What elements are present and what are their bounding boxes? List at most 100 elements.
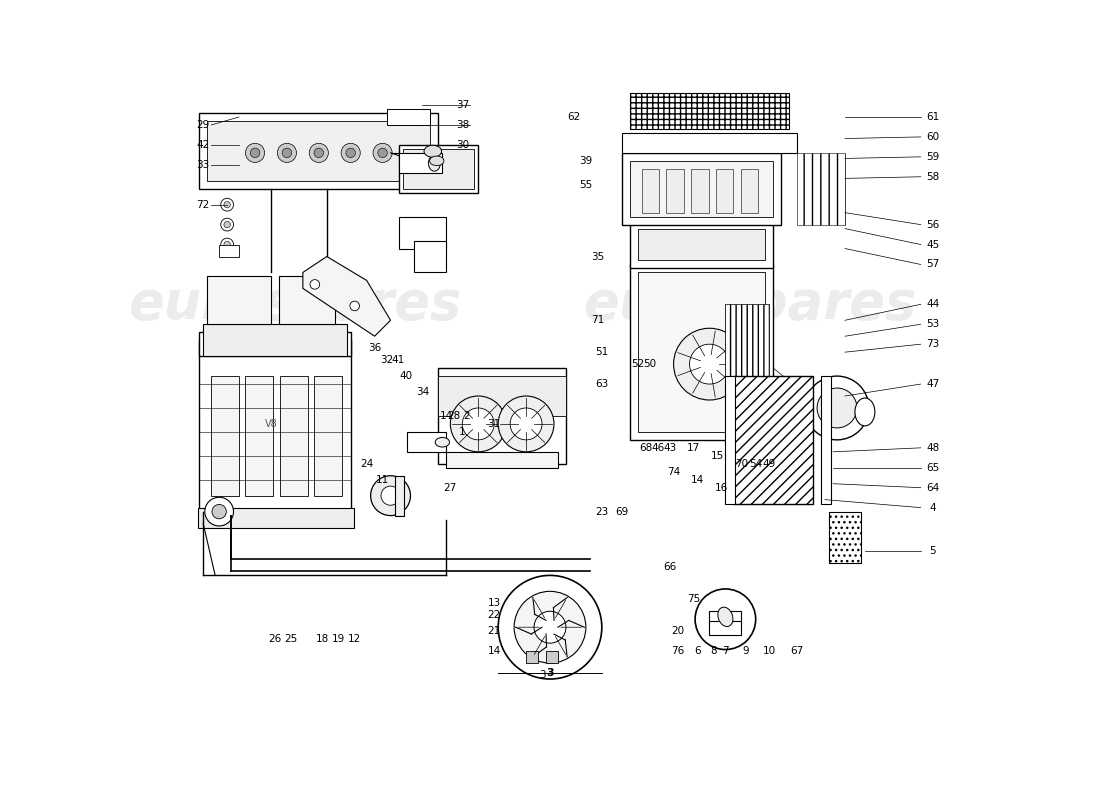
Text: 10: 10 [762, 646, 776, 656]
Text: 3: 3 [547, 668, 553, 678]
Text: 11: 11 [376, 474, 389, 485]
Bar [219, 245, 239, 257]
Bar [398, 217, 447, 249]
Bar [211, 376, 239, 496]
Text: 66: 66 [663, 562, 676, 573]
Ellipse shape [428, 155, 440, 171]
Text: 26: 26 [268, 634, 282, 644]
Bar [629, 93, 789, 129]
Bar [667, 169, 684, 213]
Circle shape [341, 143, 361, 162]
Text: 51: 51 [595, 347, 608, 357]
Circle shape [314, 148, 323, 158]
Text: eurospares: eurospares [583, 278, 916, 330]
Text: 8: 8 [711, 646, 717, 656]
Bar [439, 376, 565, 416]
Bar [279, 277, 334, 324]
Text: 16: 16 [715, 482, 728, 493]
Bar [526, 651, 538, 663]
Bar [829, 512, 861, 563]
Ellipse shape [855, 398, 875, 426]
Polygon shape [302, 257, 390, 336]
Bar [798, 153, 845, 225]
Circle shape [690, 344, 729, 384]
Text: 19: 19 [332, 634, 345, 644]
Circle shape [212, 505, 227, 518]
Text: 4: 4 [930, 502, 936, 513]
Circle shape [221, 198, 233, 211]
Text: 32: 32 [379, 355, 393, 365]
Text: 41: 41 [392, 355, 405, 365]
Text: 49: 49 [762, 458, 776, 469]
Circle shape [535, 611, 565, 643]
Text: 43: 43 [663, 443, 676, 453]
Circle shape [350, 301, 360, 310]
Text: 7: 7 [722, 646, 728, 656]
Circle shape [309, 143, 329, 162]
Ellipse shape [718, 607, 733, 626]
Text: 61: 61 [926, 112, 939, 122]
Text: 46: 46 [651, 443, 664, 453]
Bar [725, 376, 735, 504]
Text: 28: 28 [448, 411, 461, 421]
Text: eurospares: eurospares [129, 278, 462, 330]
Bar [629, 265, 773, 440]
Circle shape [510, 408, 542, 440]
Text: 13: 13 [487, 598, 500, 608]
Ellipse shape [436, 438, 450, 447]
Text: 14: 14 [440, 411, 453, 421]
Text: 18: 18 [316, 634, 329, 644]
Text: 45: 45 [926, 239, 939, 250]
Text: 50: 50 [644, 359, 657, 369]
Bar [638, 229, 766, 261]
Text: 2: 2 [463, 411, 470, 421]
Text: 23: 23 [595, 506, 608, 517]
Text: 27: 27 [443, 482, 456, 493]
Circle shape [224, 202, 230, 208]
Text: 52: 52 [631, 359, 645, 369]
Text: 64: 64 [926, 482, 939, 493]
Bar [725, 304, 769, 432]
Bar [621, 133, 797, 153]
Text: 65: 65 [926, 462, 939, 473]
Circle shape [805, 376, 869, 440]
Circle shape [371, 476, 410, 515]
Bar [415, 241, 447, 273]
Text: 60: 60 [926, 132, 939, 142]
Bar [198, 508, 354, 527]
Bar [199, 113, 439, 189]
Circle shape [205, 498, 233, 526]
Bar [199, 340, 351, 515]
Bar [314, 376, 342, 496]
Circle shape [373, 143, 393, 162]
Text: 57: 57 [926, 259, 939, 270]
Text: 54: 54 [749, 458, 762, 469]
Circle shape [450, 396, 506, 452]
Text: 12: 12 [348, 634, 361, 644]
Text: 71: 71 [591, 315, 605, 326]
Text: 56: 56 [926, 220, 939, 230]
Bar [710, 621, 741, 635]
Circle shape [514, 591, 586, 663]
Bar [740, 169, 758, 213]
Text: 58: 58 [926, 172, 939, 182]
Text: 42: 42 [197, 140, 210, 150]
Bar [829, 512, 861, 563]
Text: 9: 9 [742, 646, 749, 656]
Text: 31: 31 [487, 419, 500, 429]
Bar [629, 161, 773, 217]
Text: 44: 44 [926, 299, 939, 310]
Circle shape [817, 388, 857, 428]
Text: 38: 38 [455, 120, 469, 130]
Text: 14: 14 [691, 474, 704, 485]
Text: 36: 36 [368, 343, 382, 353]
Text: 33: 33 [197, 160, 210, 170]
Text: 21: 21 [487, 626, 500, 636]
Circle shape [224, 242, 230, 248]
Text: 48: 48 [926, 443, 939, 453]
Bar [821, 376, 830, 504]
Text: 67: 67 [791, 646, 804, 656]
Text: 69: 69 [615, 506, 628, 517]
Text: 70: 70 [735, 458, 748, 469]
Bar [641, 169, 659, 213]
